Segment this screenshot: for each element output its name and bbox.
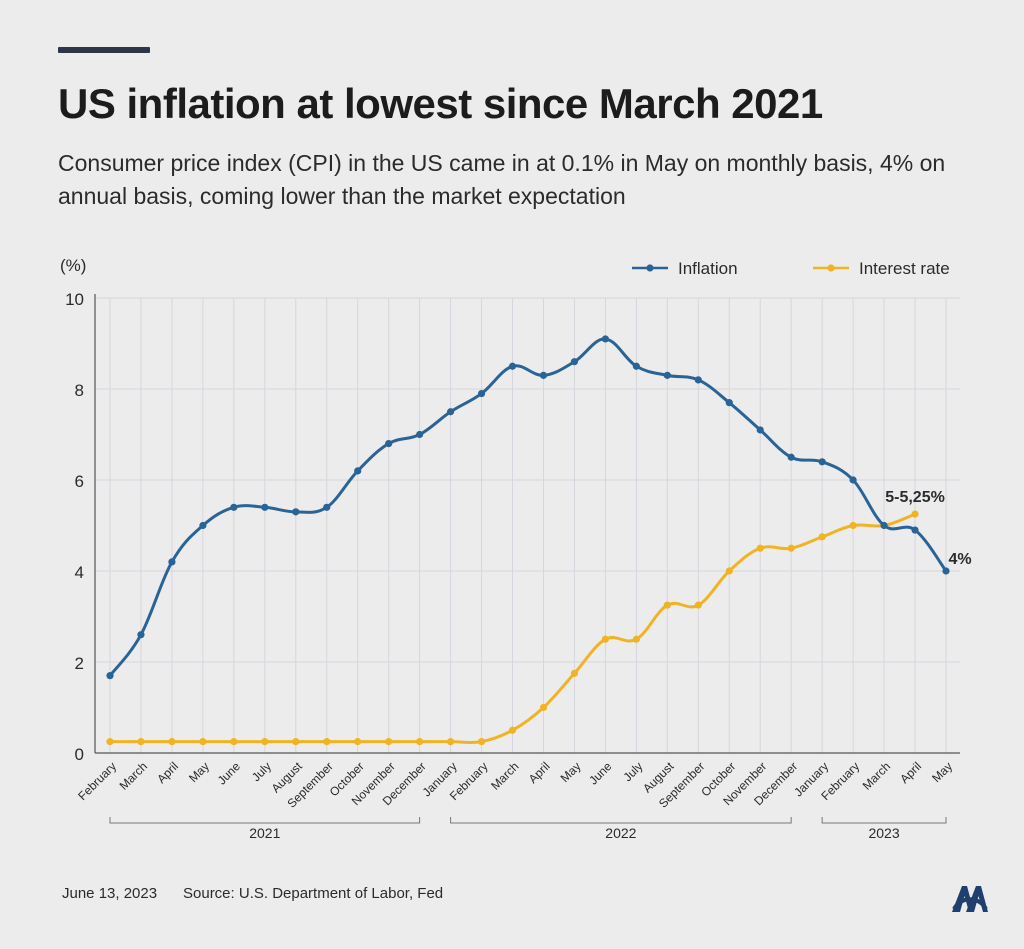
data-point-inflation xyxy=(849,476,857,484)
data-point-inflation xyxy=(725,399,733,407)
data-point-interest-rate xyxy=(818,533,826,541)
data-point-interest-rate xyxy=(601,635,610,643)
data-point-inflation xyxy=(632,362,640,370)
year-label: 2022 xyxy=(605,825,636,841)
y-tick-label: 4 xyxy=(75,563,84,582)
data-point-inflation xyxy=(230,503,238,511)
data-point-interest-rate xyxy=(292,738,300,746)
data-point-interest-rate xyxy=(632,635,640,643)
footer-date: June 13, 2023 xyxy=(62,885,158,902)
series-line-inflation xyxy=(108,337,948,677)
data-point-interest-rate xyxy=(446,738,455,746)
data-point-inflation xyxy=(539,371,548,379)
legend-marker-interest-rate xyxy=(827,264,835,272)
x-tick-label: March xyxy=(488,759,521,792)
x-tick-label: May xyxy=(929,759,955,785)
data-point-interest-rate xyxy=(570,669,579,677)
data-point-interest-rate xyxy=(787,544,795,552)
data-point-inflation xyxy=(168,558,176,566)
data-point-interest-rate xyxy=(756,544,764,552)
data-point-interest-rate xyxy=(663,601,671,609)
y-axis-label: (%) xyxy=(60,256,86,275)
year-label: 2021 xyxy=(249,825,280,841)
data-point-inflation xyxy=(818,458,826,466)
x-tick-label: March xyxy=(117,759,150,792)
data-point-inflation xyxy=(508,362,517,370)
data-point-inflation xyxy=(477,389,486,398)
data-point-interest-rate xyxy=(354,738,362,746)
x-tick-label: July xyxy=(249,759,274,784)
data-point-inflation xyxy=(756,426,764,434)
data-point-interest-rate xyxy=(230,738,238,746)
data-point-interest-rate xyxy=(168,738,176,746)
data-point-interest-rate xyxy=(137,738,145,746)
data-point-interest-rate xyxy=(911,510,919,518)
x-tick-label: April xyxy=(154,759,181,786)
data-point-interest-rate xyxy=(106,738,114,746)
x-tick-label: April xyxy=(897,759,924,786)
data-point-inflation xyxy=(261,503,269,511)
data-point-inflation xyxy=(292,508,300,516)
x-tick-label: June xyxy=(586,759,615,788)
data-point-inflation xyxy=(137,631,145,639)
data-point-inflation xyxy=(911,526,919,534)
data-point-interest-rate xyxy=(199,738,207,746)
x-tick-label: May xyxy=(558,759,584,785)
x-tick-label: March xyxy=(860,759,893,792)
data-point-interest-rate xyxy=(323,738,331,746)
data-point-inflation xyxy=(942,567,950,575)
x-tick-label: May xyxy=(186,759,212,785)
data-annotation: 4% xyxy=(948,551,971,568)
legend-marker-inflation xyxy=(646,264,654,272)
data-point-inflation xyxy=(199,521,207,530)
data-point-interest-rate xyxy=(385,738,393,746)
legend-label-inflation: Inflation xyxy=(678,259,738,278)
data-point-interest-rate xyxy=(694,601,702,609)
year-bracket xyxy=(821,817,947,824)
accent-bar xyxy=(58,47,150,53)
x-tick-label: April xyxy=(526,759,553,786)
data-point-interest-rate xyxy=(416,738,424,746)
page-subtitle: Consumer price index (CPI) in the US cam… xyxy=(58,150,946,209)
year-label: 2023 xyxy=(868,825,899,841)
data-point-inflation xyxy=(601,335,610,343)
data-point-interest-rate xyxy=(539,703,548,712)
x-tick-label: February xyxy=(75,759,119,803)
y-tick-label: 6 xyxy=(75,472,84,491)
data-point-inflation xyxy=(880,521,888,530)
data-point-interest-rate xyxy=(508,726,517,734)
legend-label-interest-rate: Interest rate xyxy=(859,259,950,278)
data-annotation: 5-5,25% xyxy=(885,489,945,506)
footer-source: Source: U.S. Department of Labor, Fed xyxy=(183,885,444,902)
data-point-inflation xyxy=(663,371,671,379)
x-tick-label: July xyxy=(620,759,645,784)
data-point-inflation xyxy=(354,467,362,475)
aa-logo-icon xyxy=(952,886,988,912)
page-title: US inflation at lowest since March 2021 xyxy=(58,80,823,127)
data-point-inflation xyxy=(570,358,579,366)
data-point-inflation xyxy=(323,503,331,511)
y-tick-label: 0 xyxy=(75,745,84,764)
data-point-interest-rate xyxy=(261,738,269,746)
y-tick-label: 2 xyxy=(75,654,84,673)
year-bracket xyxy=(450,817,792,824)
data-point-inflation xyxy=(385,440,393,448)
y-tick-label: 10 xyxy=(65,290,84,309)
data-point-inflation xyxy=(106,672,114,680)
data-point-inflation xyxy=(446,408,455,416)
x-tick-label: June xyxy=(215,759,244,788)
data-point-interest-rate xyxy=(477,738,486,746)
data-point-inflation xyxy=(694,376,702,384)
data-point-interest-rate xyxy=(849,521,857,530)
data-point-inflation xyxy=(416,430,424,439)
y-tick-label: 8 xyxy=(75,381,84,400)
data-point-interest-rate xyxy=(725,567,733,575)
year-bracket xyxy=(109,817,421,824)
data-point-inflation xyxy=(787,453,795,461)
